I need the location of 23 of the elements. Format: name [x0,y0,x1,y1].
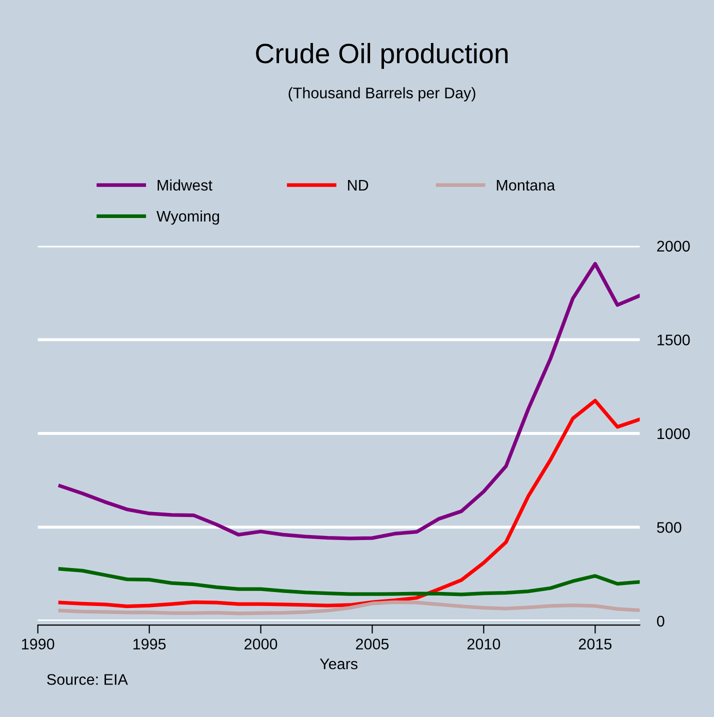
y-tick-label: 0 [657,616,664,627]
x-tick-label: 1990 [22,638,54,650]
line-series [58,262,640,540]
line-series [58,600,640,616]
y-tick-label: 1000 [658,428,690,440]
x-tick-label: 2010 [467,638,500,650]
legend-label: Montana [496,180,556,191]
line-series [58,398,640,608]
y-tick-label: 1500 [658,334,690,346]
x-tick-label: 2015 [578,638,612,650]
chart-subtitle: (Thousand Barrels per Day) [288,87,476,102]
y-tick-label: 500 [657,522,682,533]
legend-label: ND [348,180,368,190]
x-tick-label: 1995 [133,638,166,650]
line-series [58,567,640,596]
legend-label: Midwest [158,179,212,191]
x-tick-label: 2000 [244,638,278,650]
y-tick-label: 2000 [657,240,690,252]
x-tick-label: 2005 [356,638,389,650]
x-axis-title: Years [320,658,358,670]
legend-label: Wyoming [156,210,220,225]
chart-title: Crude Oil production [256,42,508,69]
source-note: Source: EIA [47,674,128,685]
